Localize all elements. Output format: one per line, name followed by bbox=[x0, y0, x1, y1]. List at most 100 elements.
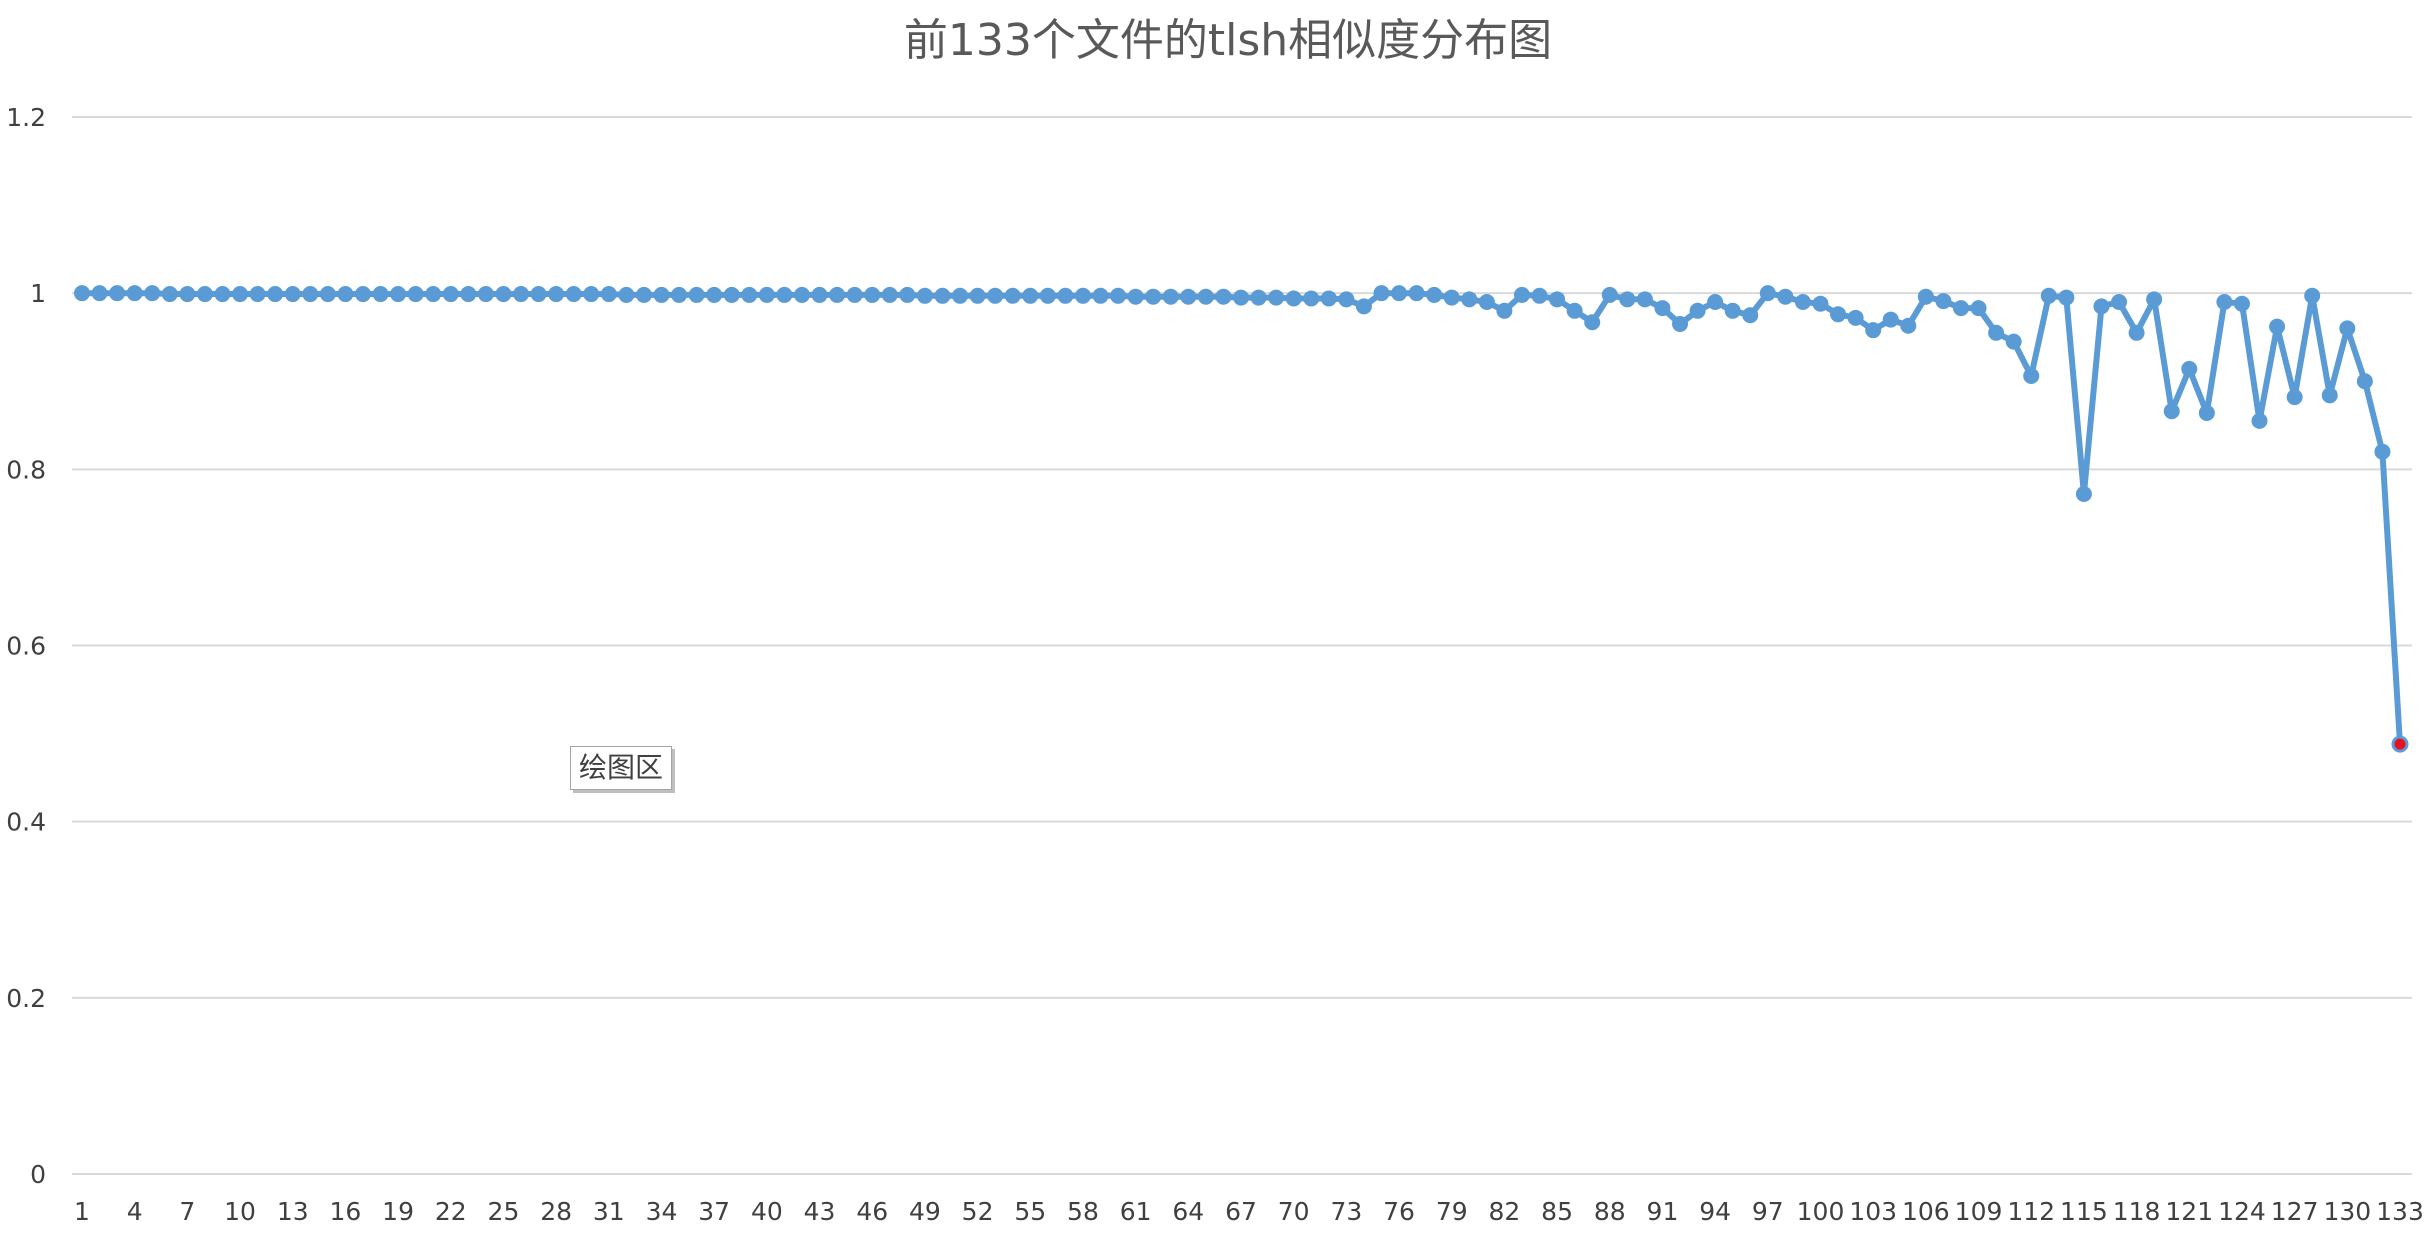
data-point[interactable] bbox=[1619, 291, 1636, 308]
data-point[interactable] bbox=[2269, 318, 2286, 335]
data-point[interactable] bbox=[1794, 293, 1811, 310]
data-point[interactable] bbox=[513, 286, 530, 303]
data-point[interactable] bbox=[1847, 309, 1864, 326]
data-point[interactable] bbox=[1145, 288, 1162, 305]
data-point[interactable] bbox=[1338, 291, 1355, 308]
data-point[interactable] bbox=[1777, 288, 1794, 305]
data-point[interactable] bbox=[2040, 287, 2057, 304]
data-point[interactable] bbox=[1039, 287, 1056, 304]
data-point[interactable] bbox=[2251, 412, 2268, 429]
data-point[interactable] bbox=[600, 286, 617, 303]
data-point[interactable] bbox=[1584, 314, 1601, 331]
data-point[interactable] bbox=[267, 286, 284, 303]
data-point[interactable] bbox=[583, 286, 600, 303]
data-point[interactable] bbox=[1303, 290, 1320, 307]
data-point[interactable] bbox=[109, 285, 126, 302]
data-point[interactable] bbox=[1531, 287, 1548, 304]
data-point[interactable] bbox=[2058, 289, 2075, 306]
data-point[interactable] bbox=[126, 285, 143, 302]
data-point[interactable] bbox=[741, 286, 758, 303]
data-point[interactable] bbox=[1689, 302, 1706, 319]
data-point[interactable] bbox=[1355, 298, 1372, 315]
data-point[interactable] bbox=[1057, 287, 1074, 304]
data-point[interactable] bbox=[1461, 291, 1478, 308]
data-point[interactable] bbox=[548, 286, 565, 303]
data-point[interactable] bbox=[1566, 302, 1583, 319]
data-point[interactable] bbox=[1672, 315, 1689, 332]
data-point[interactable] bbox=[881, 286, 898, 303]
data-point[interactable] bbox=[179, 286, 196, 303]
data-point[interactable] bbox=[1408, 285, 1425, 302]
data-point[interactable] bbox=[1250, 289, 1267, 306]
data-point[interactable] bbox=[1742, 307, 1759, 324]
data-point[interactable] bbox=[1022, 287, 1039, 304]
data-point[interactable] bbox=[1496, 302, 1513, 319]
data-point[interactable] bbox=[460, 286, 477, 303]
data-point[interactable] bbox=[706, 286, 723, 303]
data-point[interactable] bbox=[1636, 291, 1653, 308]
data-point[interactable] bbox=[1759, 285, 1776, 302]
data-point[interactable] bbox=[829, 286, 846, 303]
data-point[interactable] bbox=[196, 286, 213, 303]
data-point[interactable] bbox=[1935, 293, 1952, 310]
data-point[interactable] bbox=[1601, 286, 1618, 303]
data-points[interactable] bbox=[74, 285, 2409, 753]
data-point[interactable] bbox=[2146, 291, 2163, 308]
data-point[interactable] bbox=[372, 286, 389, 303]
data-point[interactable] bbox=[1092, 287, 1109, 304]
data-point[interactable] bbox=[1110, 287, 1127, 304]
data-point[interactable] bbox=[916, 287, 933, 304]
data-point[interactable] bbox=[2374, 443, 2391, 460]
data-point[interactable] bbox=[1180, 288, 1197, 305]
data-point[interactable] bbox=[2111, 293, 2128, 310]
data-point[interactable] bbox=[530, 286, 547, 303]
data-point[interactable] bbox=[407, 286, 424, 303]
data-point[interactable] bbox=[1285, 290, 1302, 307]
data-point[interactable] bbox=[2093, 298, 2110, 315]
data-point-highlighted[interactable] bbox=[2391, 735, 2409, 753]
data-point[interactable] bbox=[1127, 288, 1144, 305]
data-point[interactable] bbox=[1917, 288, 1934, 305]
data-point[interactable] bbox=[1830, 306, 1847, 323]
data-point[interactable] bbox=[2198, 404, 2215, 421]
data-point[interactable] bbox=[1320, 290, 1337, 307]
data-point[interactable] bbox=[477, 286, 494, 303]
data-point[interactable] bbox=[1654, 300, 1671, 317]
data-point[interactable] bbox=[846, 286, 863, 303]
data-point[interactable] bbox=[2128, 324, 2145, 341]
data-point[interactable] bbox=[1391, 285, 1408, 302]
data-point[interactable] bbox=[618, 286, 635, 303]
data-point[interactable] bbox=[1882, 311, 1899, 328]
data-point[interactable] bbox=[1233, 289, 1249, 306]
data-point[interactable] bbox=[2023, 367, 2040, 384]
data-point[interactable] bbox=[1988, 324, 2005, 341]
data-point[interactable] bbox=[969, 287, 986, 304]
data-point[interactable] bbox=[2005, 333, 2022, 350]
data-point[interactable] bbox=[811, 286, 828, 303]
data-point[interactable] bbox=[495, 286, 512, 303]
data-point[interactable] bbox=[723, 286, 740, 303]
data-point[interactable] bbox=[1215, 288, 1232, 305]
data-point[interactable] bbox=[1373, 285, 1390, 302]
data-point[interactable] bbox=[1952, 300, 1969, 317]
data-point[interactable] bbox=[565, 286, 582, 303]
data-point[interactable] bbox=[214, 286, 231, 303]
data-point[interactable] bbox=[2075, 485, 2092, 502]
data-point[interactable] bbox=[232, 286, 249, 303]
data-point[interactable] bbox=[987, 287, 1004, 304]
data-point[interactable] bbox=[934, 287, 951, 304]
data-point[interactable] bbox=[776, 286, 793, 303]
data-point[interactable] bbox=[144, 285, 161, 302]
data-point[interactable] bbox=[2233, 295, 2250, 312]
data-point[interactable] bbox=[302, 286, 319, 303]
data-point[interactable] bbox=[1268, 289, 1285, 306]
data-point[interactable] bbox=[2304, 287, 2321, 304]
data-point[interactable] bbox=[249, 286, 266, 303]
data-point[interactable] bbox=[2356, 373, 2373, 390]
data-point[interactable] bbox=[1812, 295, 1829, 312]
data-point[interactable] bbox=[952, 287, 969, 304]
data-point[interactable] bbox=[2321, 387, 2338, 404]
data-point[interactable] bbox=[1549, 291, 1566, 308]
data-point[interactable] bbox=[635, 286, 652, 303]
data-point[interactable] bbox=[1426, 286, 1443, 303]
